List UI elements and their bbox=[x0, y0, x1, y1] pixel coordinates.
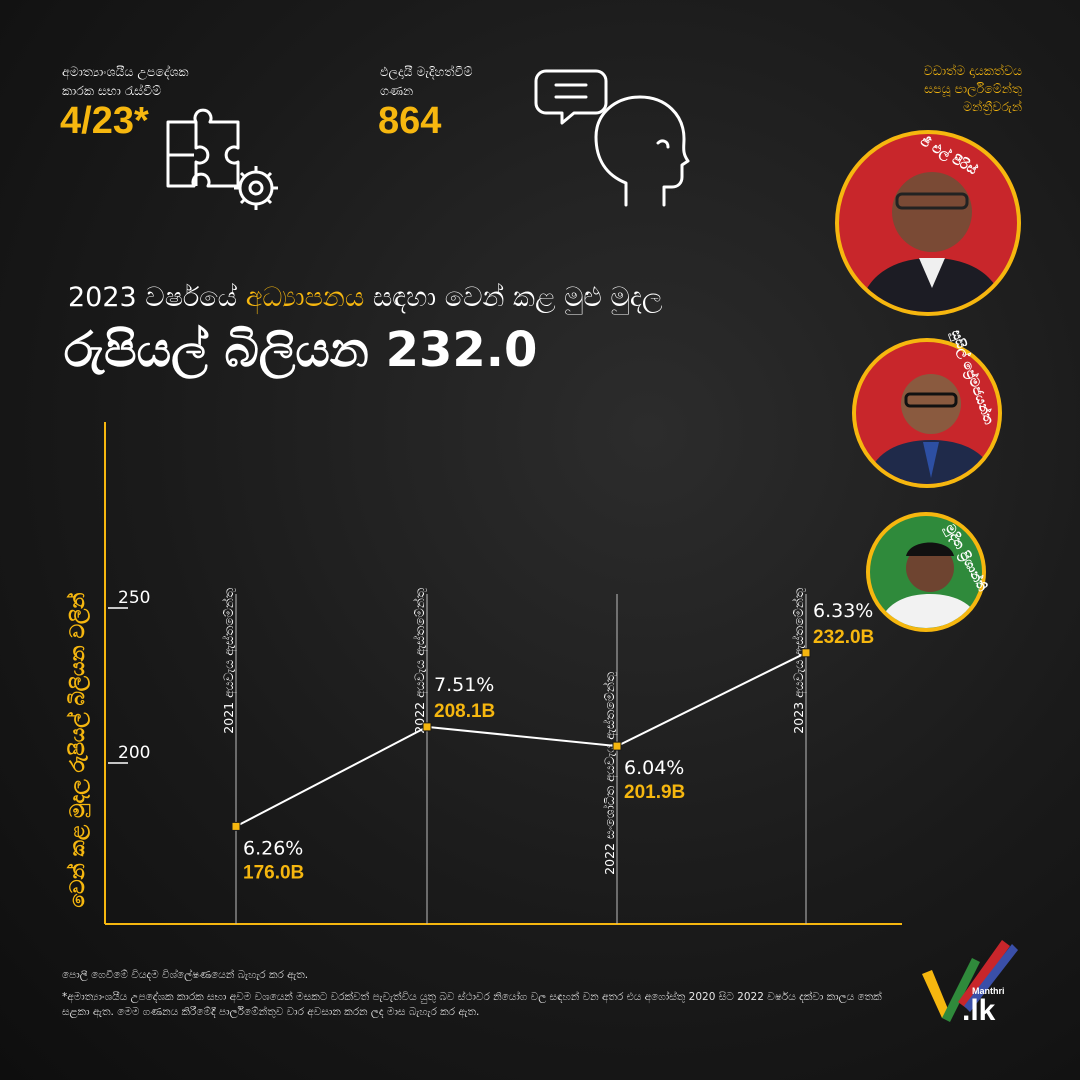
percent-label: 6.04% bbox=[624, 757, 684, 779]
manthri-logo-icon bbox=[922, 940, 1018, 1022]
value-label: 176.0B bbox=[243, 862, 304, 883]
percent-label: 6.26% bbox=[243, 837, 303, 859]
percent-label: 7.51% bbox=[434, 674, 494, 696]
data-point-marker bbox=[612, 741, 622, 751]
headline-suffix: සඳහා වෙන් කළ මුළු මුදල bbox=[364, 282, 663, 313]
category-label: 2022 සංශෝධිත අයවැය ඇස්තමේන්තු bbox=[602, 671, 618, 875]
consultative-committee-label: අමාත්‍යාංශයීය උපදේශක කාරක සභා රැස්වීම් bbox=[62, 64, 189, 98]
value-label: 208.1B bbox=[434, 701, 495, 722]
footnote-committee: *අමාත්‍යාංශයීය උපදේශක කාරක සභා අවම වශයෙන… bbox=[62, 991, 882, 1018]
headline-line-2: රුපියල් බිලියන 232.0 bbox=[64, 322, 538, 378]
series-line bbox=[235, 651, 807, 828]
headline-line-1: 2023 වර්ෂයේ අධ්‍යාපනය සඳහා වෙන් කළ මුළු … bbox=[68, 282, 662, 314]
person-silhouette-icon bbox=[859, 172, 1005, 312]
value-label: 201.9B bbox=[624, 782, 685, 803]
mp-portrait-1 bbox=[835, 130, 1021, 316]
y-axis-title: වෙන් කළ මුදල රුපියල් බිලියන වලින් bbox=[65, 592, 92, 907]
category-label: 2022 අයවැය ඇස්තමේන්තු bbox=[412, 587, 428, 734]
person-silhouette-icon bbox=[866, 374, 996, 484]
mp-section-header: වඩාත්ම දායකත්වය සපයූ පාර්ලිමේන්තු මන්ත්‍… bbox=[923, 63, 1022, 114]
speaking-head-icon bbox=[534, 69, 690, 207]
value-label: 232.0B bbox=[813, 627, 874, 648]
data-point-marker bbox=[231, 821, 241, 831]
y-tick-label: 200 bbox=[118, 743, 150, 763]
headline-prefix: 2023 වර්ෂයේ bbox=[68, 282, 246, 313]
questions-label: ඵලදායී මැදිහත්වීම් ගණන bbox=[380, 64, 473, 98]
category-label: 2023 අයවැය ඇස්තමේන්තු bbox=[791, 587, 807, 734]
consultative-committee-value: 4/23* bbox=[60, 100, 149, 142]
percent-label: 6.33% bbox=[813, 600, 873, 622]
puzzle-gear-icon bbox=[166, 108, 278, 210]
y-tick-label: 250 bbox=[118, 588, 150, 608]
mp-portrait-2 bbox=[852, 338, 1002, 488]
brand-domain-text: .lk bbox=[962, 994, 996, 1027]
data-point-marker bbox=[801, 648, 811, 658]
brand-small-text: Manthri bbox=[972, 986, 1005, 996]
mp-portrait-3 bbox=[866, 512, 986, 632]
headline-highlight: අධ්‍යාපනය bbox=[245, 282, 365, 313]
footnote-interest: පොලී ගෙවීමේ වියදම විශ්ලේෂණයෙන් බැහැර කර … bbox=[62, 969, 309, 981]
questions-value: 864 bbox=[378, 100, 442, 142]
data-point-marker bbox=[422, 722, 432, 732]
category-label: 2021 අයවැය ඇස්තමේන්තු bbox=[221, 587, 237, 734]
